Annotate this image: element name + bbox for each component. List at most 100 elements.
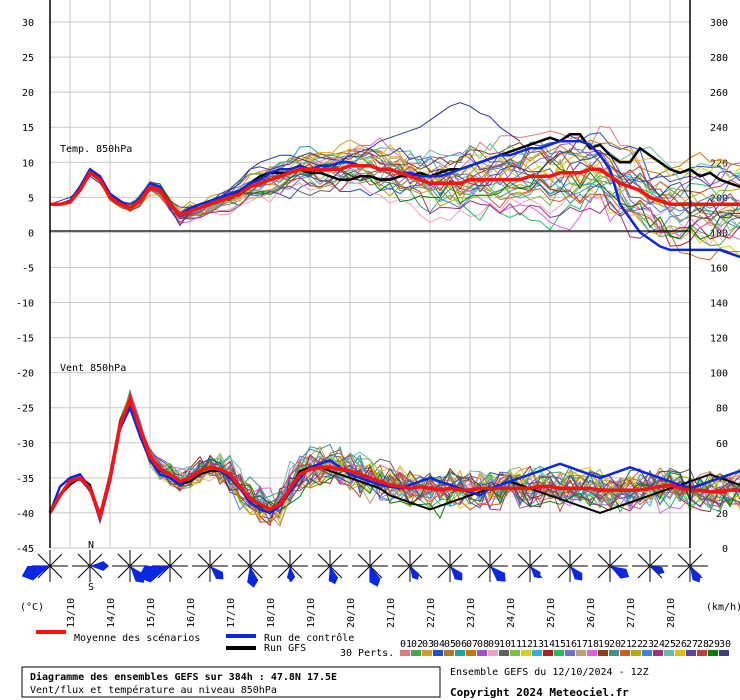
right-tick-label: 300 [710,18,728,29]
legend-mean-label: Moyenne des scénarios [74,632,200,644]
pert-legend-id: 21 [620,639,632,650]
x-axis-ticks: 13/10 14/10 15/10 16/10 17/10 18/10 19/10 20/10… [66,598,677,628]
left-tick-label: 5 [28,193,34,204]
pert-legend-id: 24 [653,639,665,650]
rose-petal [530,566,541,579]
title-box [21,666,441,698]
rose-petal [490,566,506,582]
rose-petal [130,566,145,583]
rose-petal [286,566,296,582]
right-tick-label: 280 [710,53,728,64]
left-tick-label: -40 [16,509,34,520]
pert-legend-id: 01 [400,639,412,650]
pert-legend-swatch [488,650,498,656]
legend-control-label: Run de contrôle [264,632,354,644]
right-tick-label: 20 [716,509,728,520]
pert-legend-swatch [543,650,553,656]
left-tick-label: -30 [16,439,34,450]
pert-legend-swatch [719,650,729,656]
rose-petal [610,566,630,579]
x-tick-label: 26/10 [586,598,597,628]
wind-roses: NS [21,540,708,593]
x-tick-label: 25/10 [546,598,557,628]
right-tick-label: 120 [710,334,728,345]
pert-temp-line [49,158,740,240]
rose-petal [410,566,420,580]
rose-petal [370,566,381,587]
left-tick-label: -35 [16,474,34,485]
pert-legend-swatch [565,650,575,656]
pert-legend-id: 20 [609,639,621,650]
pert-legend-id: 25 [664,639,676,650]
pert-legend-swatch [675,650,685,656]
pert-legend-swatch [510,650,520,656]
pert-temp-line [49,172,740,247]
pert-temp-line [49,161,740,232]
right-tick-label: 0 [722,544,728,555]
left-tick-label: -25 [16,404,34,415]
x-tick-label: 21/10 [386,598,397,628]
pert-legend-swatch [444,650,454,656]
copyright: Copyright 2024 Meteociel.fr [450,686,629,699]
mean-temp-line [50,164,740,217]
left-tick-label: -10 [16,299,34,310]
pert-legend-swatch [433,650,443,656]
legend-gfs-label: Run GFS [264,643,306,654]
x-tick-label: 23/10 [466,598,477,628]
x-tick-label: 16/10 [186,598,197,628]
pert-legend-swatch [642,650,652,656]
wind-panel-label: Vent 850hPa [60,363,126,374]
left-tick-label: 30 [22,18,34,29]
pert-legend-id: 28 [697,639,709,650]
pert-legend-id: 06 [455,639,467,650]
pert-legend-swatch [422,650,432,656]
pert-legend-swatch [708,650,718,656]
left-tick-label: -45 [16,544,34,555]
pert-legend-id: 16 [565,639,577,650]
right-tick-label: 180 [710,228,728,239]
pert-legend-swatch [400,650,410,656]
pert-temp-line [49,152,740,241]
pert-legend-swatch [697,650,707,656]
pert-legend-id: 10 [499,639,511,650]
left-tick-label: 20 [22,88,34,99]
pert-legend-swatch [653,650,663,656]
left-tick-label: 25 [22,53,34,64]
compass-s: S [88,582,94,593]
left-tick-label: -20 [16,369,34,380]
pert-temp-line [49,155,740,218]
left-tick-label: 10 [22,158,34,169]
pert-legend-id: 05 [444,639,456,650]
x-tick-label: 18/10 [266,598,277,628]
right-tick-label: 140 [710,299,728,310]
pert-legend-id: 27 [686,639,698,650]
right-tick-label: 240 [710,123,728,134]
rose-petal [90,561,109,571]
pert-legend-swatch [664,650,674,656]
pert-legend-swatch [620,650,630,656]
pert-legend-id: 02 [411,639,423,650]
right-tick-label: 260 [710,88,728,99]
chart-title: Diagramme des ensembles GEFS sur 384h : … [30,671,337,683]
pert-legend-swatch [477,650,487,656]
pert-legend-id: 18 [587,639,599,650]
pert-legend-id: 12 [521,639,533,650]
pert-legend-swatch [587,650,597,656]
compass-n: N [88,540,94,551]
x-tick-label: 20/10 [346,598,357,628]
pert-legend-id: 15 [554,639,566,650]
left-tick-label: 15 [22,123,34,134]
pert-legend-swatch [686,650,696,656]
rose-petal [650,566,665,575]
pert-legend-swatch [521,650,531,656]
left-unit-label: (°C) [20,602,44,613]
pert-legend-swatch [576,650,586,656]
pert-legend-id: 03 [422,639,434,650]
chart-subtitle: Vent/flux et température au niveau 850hP… [30,684,277,696]
pert-temp-line [49,147,740,220]
pert-legend-swatch [554,650,564,656]
pert-legend-id: 09 [488,639,500,650]
pert-temp-line [49,151,740,261]
x-tick-label: 14/10 [106,598,117,628]
